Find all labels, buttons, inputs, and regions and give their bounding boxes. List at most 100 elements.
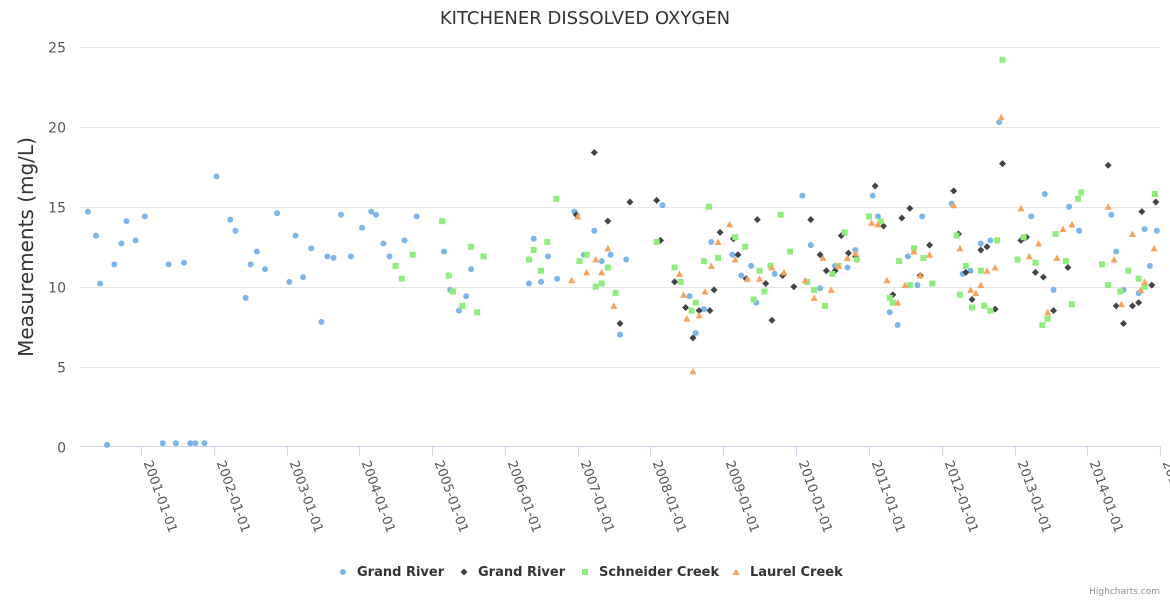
- data-point: [686, 293, 693, 300]
- data-point: [440, 248, 447, 255]
- legend-item[interactable]: Grand River: [340, 565, 445, 580]
- data-point: [768, 316, 776, 324]
- data-point: [972, 289, 980, 297]
- data-point: [929, 280, 936, 287]
- data-point: [726, 220, 734, 228]
- data-point: [680, 291, 688, 298]
- data-point: [987, 237, 994, 244]
- data-point: [671, 278, 679, 286]
- y-axis-label: Measurements (mg/L): [14, 137, 38, 357]
- data-point: [141, 213, 148, 220]
- data-point: [829, 270, 836, 277]
- data-point: [92, 232, 99, 239]
- data-point: [807, 216, 815, 224]
- data-point: [84, 208, 91, 215]
- data-point: [1075, 195, 1082, 202]
- data-point: [261, 266, 268, 273]
- data-point: [553, 195, 560, 202]
- data-point: [977, 240, 984, 247]
- data-point: [359, 224, 366, 231]
- legend-item[interactable]: Laurel Creek: [732, 565, 844, 580]
- data-point: [787, 248, 794, 255]
- data-point: [977, 267, 984, 274]
- data-point: [568, 276, 576, 284]
- data-point: [159, 440, 166, 447]
- chart-title: KITCHENER DISSOLVED OXYGEN: [440, 8, 730, 29]
- data-point: [914, 282, 921, 289]
- data-point: [742, 243, 749, 250]
- data-point: [449, 288, 456, 295]
- data-point: [962, 268, 970, 276]
- data-point: [1117, 300, 1125, 308]
- data-point: [592, 283, 599, 290]
- data-point: [716, 228, 724, 236]
- data-point: [1148, 281, 1156, 289]
- data-point: [380, 240, 387, 247]
- data-point: [706, 307, 714, 315]
- data-point: [373, 211, 380, 218]
- data-point: [1066, 203, 1073, 210]
- legend-item[interactable]: Grand River: [460, 565, 566, 580]
- data-point: [598, 268, 606, 276]
- data-point: [692, 299, 699, 306]
- data-point: [756, 267, 763, 274]
- data-point: [1104, 203, 1112, 210]
- data-point: [213, 173, 220, 180]
- data-point: [807, 242, 814, 249]
- data-point: [977, 246, 985, 254]
- data-point: [538, 278, 545, 285]
- data-point: [880, 222, 888, 230]
- data-point: [545, 253, 552, 260]
- data-point: [999, 56, 1006, 63]
- data-point: [192, 440, 199, 447]
- data-point: [734, 251, 742, 259]
- credits-link[interactable]: Highcharts.com: [1089, 587, 1160, 597]
- data-point: [886, 294, 893, 301]
- data-point: [790, 283, 798, 291]
- data-point: [956, 291, 963, 298]
- data-point: [695, 307, 703, 315]
- data-point: [590, 148, 598, 156]
- data-point: [1039, 322, 1046, 329]
- y-tick-label: 25: [48, 41, 66, 57]
- data-point: [1052, 230, 1059, 237]
- data-point: [910, 248, 918, 255]
- data-point: [841, 229, 848, 236]
- legend-marker: [582, 569, 588, 575]
- data-point: [1044, 315, 1051, 322]
- data-point: [695, 311, 703, 319]
- data-point: [104, 441, 111, 448]
- data-point: [97, 280, 104, 287]
- data-point: [1113, 248, 1120, 255]
- data-point: [851, 249, 859, 257]
- legend[interactable]: Grand River Grand River Schneider Creek Lau…: [340, 565, 843, 580]
- data-point: [874, 220, 882, 228]
- data-point: [623, 256, 630, 263]
- data-point: [701, 287, 709, 295]
- data-point: [1138, 208, 1146, 216]
- data-point: [967, 286, 975, 293]
- data-point: [554, 275, 561, 282]
- legend-item[interactable]: Schneider Creek: [582, 565, 719, 580]
- data-point: [801, 276, 809, 284]
- data-point: [1128, 302, 1136, 310]
- data-point: [750, 296, 757, 303]
- data-point: [926, 241, 934, 249]
- data-point: [1028, 213, 1035, 220]
- data-point: [761, 288, 768, 295]
- data-point: [1035, 240, 1043, 247]
- data-point: [981, 302, 988, 309]
- data-point: [777, 211, 784, 218]
- data-point: [844, 249, 852, 257]
- data-point: [525, 280, 532, 287]
- data-point: [616, 319, 624, 327]
- data-point: [710, 286, 718, 294]
- data-point: [705, 203, 712, 210]
- data-point: [409, 251, 416, 258]
- data-point: [330, 254, 337, 261]
- data-point: [439, 218, 446, 225]
- data-point: [675, 270, 683, 277]
- data-point: [874, 213, 881, 220]
